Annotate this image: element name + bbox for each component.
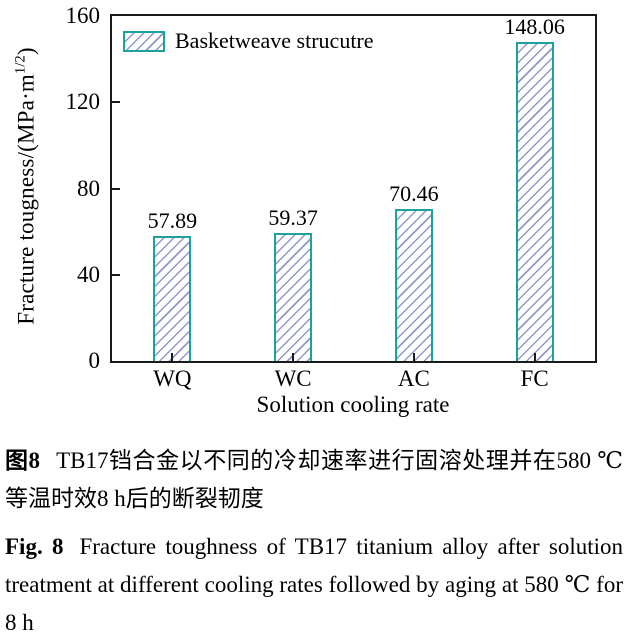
caption-en-label: Fig. 8 bbox=[5, 534, 64, 559]
x-axis-tick bbox=[412, 353, 415, 361]
legend-label: Basketweave strucutre bbox=[175, 28, 374, 53]
y-axis-tick bbox=[112, 273, 120, 276]
bar-value-label: 57.89 bbox=[147, 208, 198, 234]
x-axis-tick bbox=[292, 353, 295, 361]
bar-fc bbox=[515, 41, 554, 361]
y-tick-label: 0 bbox=[88, 348, 101, 373]
y-axis-title-superscript: 1/2 bbox=[12, 55, 29, 74]
x-tick-label: FC bbox=[520, 366, 549, 391]
bar-value-label: 148.06 bbox=[504, 13, 565, 39]
y-axis-tick bbox=[112, 101, 120, 104]
x-tick-label: WQ bbox=[153, 366, 192, 391]
caption-zh-label: 图8 bbox=[5, 448, 41, 473]
legend: Basketweave strucutre bbox=[123, 28, 374, 54]
y-axis-tick bbox=[112, 187, 120, 190]
bar-wc bbox=[274, 232, 313, 361]
x-axis-title: Solution cooling rate bbox=[256, 392, 450, 417]
fracture-toughness-chart: Fracture tougness/(MPa·m1/2) Basketweave… bbox=[12, 3, 597, 417]
y-tick-label: 40 bbox=[77, 261, 100, 287]
bar-value-label: 59.37 bbox=[268, 204, 318, 230]
plot-area: Basketweave strucutre 57.89 59.37 70.46 148… bbox=[110, 14, 597, 363]
caption-zh-text: TB17铛合金以不同的冷却速率进行固溶处理并在580 ℃等温时效8 h后的断裂韧… bbox=[5, 448, 624, 511]
y-tick-label: 120 bbox=[65, 89, 101, 115]
bar-wq bbox=[153, 236, 192, 361]
caption-en-text: Fracture toughness of TB17 titanium allo… bbox=[5, 534, 623, 635]
x-tick-label: AC bbox=[397, 366, 430, 391]
bar-ac bbox=[394, 209, 433, 361]
legend-swatch-hatched-icon bbox=[123, 30, 165, 52]
bar-value-label: 70.46 bbox=[389, 181, 439, 207]
caption-english: Fig. 8 Fracture toughness of TB17 titaniu… bbox=[0, 528, 628, 642]
y-axis-title-suffix: ) bbox=[13, 47, 39, 56]
x-tick-label: WC bbox=[274, 366, 312, 391]
y-tick-label: 80 bbox=[77, 175, 100, 201]
y-tick-label: 160 bbox=[65, 3, 101, 28]
x-axis-tick bbox=[171, 353, 174, 361]
x-axis-tick bbox=[533, 353, 536, 361]
caption-chinese: 图8 TB17铛合金以不同的冷却速率进行固溶处理并在580 ℃等温时效8 h后的断… bbox=[0, 442, 628, 518]
